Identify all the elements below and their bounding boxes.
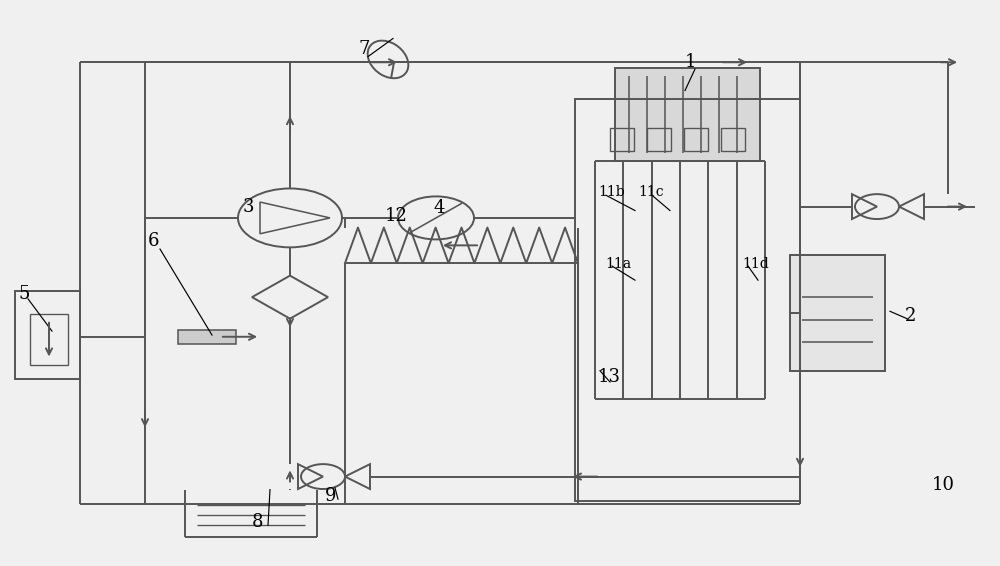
Bar: [684, 128, 708, 151]
Text: 13: 13: [598, 368, 621, 386]
Text: 2: 2: [905, 307, 916, 325]
Bar: [575, 99, 800, 501]
Text: 11b: 11b: [598, 185, 625, 199]
Text: 11d: 11d: [742, 256, 769, 271]
Bar: [178, 330, 236, 344]
Bar: [721, 128, 745, 151]
Bar: [615, 68, 760, 161]
Text: 9: 9: [325, 487, 336, 505]
Bar: [15, 291, 80, 379]
Text: 7: 7: [358, 40, 369, 58]
Text: 3: 3: [243, 198, 254, 216]
Text: 5: 5: [18, 285, 29, 303]
Bar: [647, 128, 671, 151]
Text: 11c: 11c: [638, 185, 664, 199]
Text: 10: 10: [932, 475, 955, 494]
Bar: [30, 314, 68, 365]
Text: 8: 8: [252, 513, 264, 531]
Text: 1: 1: [685, 53, 696, 71]
Bar: [610, 128, 634, 151]
Text: 6: 6: [148, 232, 160, 250]
Text: 12: 12: [385, 207, 408, 225]
Text: 4: 4: [433, 199, 444, 217]
Bar: [790, 255, 885, 371]
Text: 11a: 11a: [605, 256, 631, 271]
